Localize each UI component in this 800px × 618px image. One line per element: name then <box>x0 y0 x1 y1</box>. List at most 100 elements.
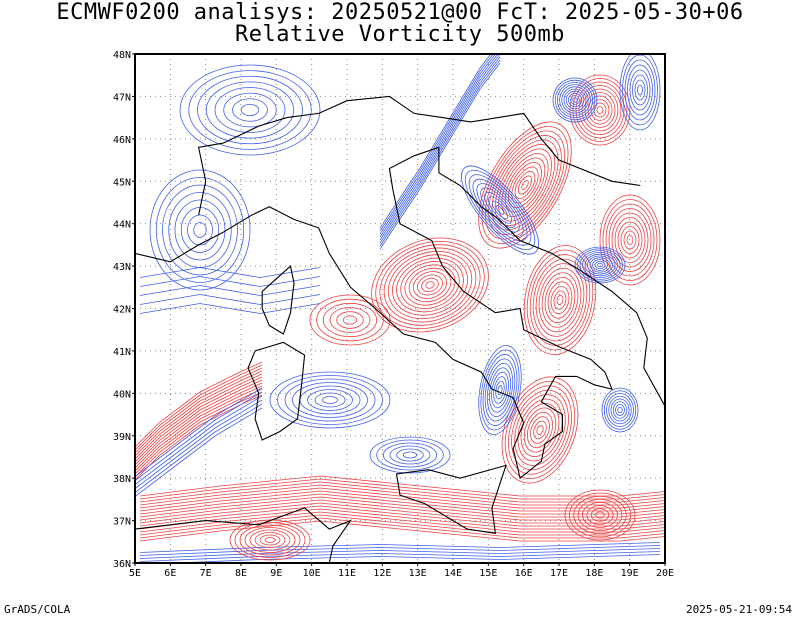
contour-line <box>269 371 391 429</box>
contour-line <box>594 260 606 269</box>
contour-line <box>526 249 594 351</box>
contour-line <box>532 258 588 342</box>
contour-line <box>637 84 643 96</box>
longitude-tick-label: 9E <box>270 568 282 579</box>
contour-line <box>254 532 286 548</box>
contour-line <box>634 79 646 101</box>
contour-line <box>408 267 452 303</box>
latitude-tick-label: 36N <box>113 559 131 570</box>
contour-line <box>611 212 649 268</box>
contour-line <box>517 175 533 195</box>
contour-line <box>517 398 563 462</box>
contour-line <box>135 367 263 454</box>
contour-line <box>575 81 625 139</box>
contour-line <box>472 178 528 242</box>
contour-line <box>556 295 564 305</box>
contour-line <box>632 74 648 106</box>
contour-line <box>135 361 263 448</box>
contour-line <box>139 478 665 500</box>
contour-line <box>166 554 661 563</box>
contour-line <box>481 126 569 244</box>
contour-line <box>389 445 431 465</box>
contour-line <box>139 517 665 539</box>
contour-line <box>240 103 260 117</box>
contour-line <box>425 281 435 289</box>
contour-line <box>379 54 499 238</box>
contour-line <box>538 267 582 333</box>
contour-line <box>379 56 501 244</box>
contour-line <box>568 492 632 538</box>
contour-line <box>193 222 207 238</box>
contour-line <box>139 514 665 536</box>
contour-line <box>491 200 509 220</box>
contour-line <box>526 411 554 449</box>
contour-line <box>135 399 263 490</box>
contour-line <box>491 139 559 231</box>
contour-line <box>139 548 661 559</box>
contour-line <box>376 439 444 471</box>
contour-line <box>617 221 643 259</box>
latitude-tick-label: 37N <box>113 517 131 528</box>
contour-line <box>620 226 640 254</box>
contour-line <box>577 498 623 532</box>
contour-line <box>514 394 566 466</box>
contour-line <box>135 370 263 457</box>
contour-line <box>488 135 562 235</box>
contour-line <box>550 285 570 315</box>
contour-line <box>624 59 656 121</box>
contour-line <box>379 54 501 241</box>
alpine-border <box>197 95 443 216</box>
contour-line <box>383 247 477 323</box>
contour-line <box>421 277 439 293</box>
contour-line <box>342 315 358 325</box>
contour-line <box>553 290 567 310</box>
longitude-tick-label: 19E <box>621 568 639 579</box>
contour-line <box>234 522 306 558</box>
longitude-tick-label: 5E <box>129 568 141 579</box>
contour-line <box>229 519 311 561</box>
contour-line <box>482 354 518 426</box>
contour-line <box>554 79 596 121</box>
contour-line <box>188 70 312 150</box>
contour-line <box>149 169 251 291</box>
contour-line <box>535 263 585 337</box>
contour-line <box>504 380 576 480</box>
contour-line <box>501 153 549 217</box>
longitude-tick-label: 15E <box>479 568 497 579</box>
contour-line <box>596 106 604 114</box>
latitude-tick-label: 45N <box>113 177 131 188</box>
contour-line <box>314 392 346 408</box>
contour-line <box>139 502 665 524</box>
contour-line <box>392 254 468 316</box>
contour-line <box>491 371 509 409</box>
contour-line <box>379 54 494 232</box>
contour-line <box>139 475 665 497</box>
contour-line <box>223 92 277 128</box>
latitude-tick-label: 43N <box>113 262 131 273</box>
contour-line <box>541 272 579 328</box>
contour-line <box>135 391 263 478</box>
longitude-tick-label: 17E <box>550 568 568 579</box>
contour-line <box>135 379 263 466</box>
contour-line <box>523 407 557 453</box>
contour-line <box>168 192 232 268</box>
longitude-tick-label: 18E <box>585 568 603 579</box>
contour-line <box>593 102 607 118</box>
contour-line <box>139 490 665 512</box>
contour-line <box>162 184 238 276</box>
contour-line <box>561 86 589 114</box>
contour-line <box>139 493 665 515</box>
contour-line <box>589 257 611 273</box>
contour-line <box>139 496 665 518</box>
contour-line <box>322 302 378 338</box>
contour-line <box>601 387 639 433</box>
contour-line <box>572 78 628 142</box>
contour-line <box>316 298 384 342</box>
contour-line <box>179 64 321 156</box>
contour-line <box>205 81 295 139</box>
contour-line <box>309 294 391 346</box>
contour-line <box>478 345 522 435</box>
longitude-tick-label: 12E <box>373 568 391 579</box>
contour-line <box>581 88 619 132</box>
contour-line <box>396 448 424 462</box>
